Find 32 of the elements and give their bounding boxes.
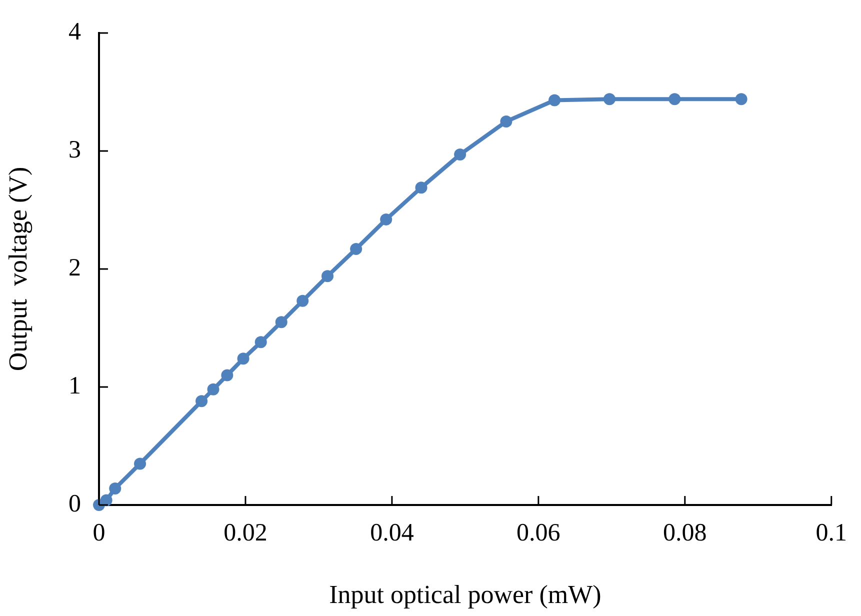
point (454, 148, 466, 161)
x-tick-label: 0.06 (516, 520, 560, 547)
point (603, 93, 616, 106)
x-axis-title: Input optical power (mW) (329, 580, 602, 610)
point (109, 482, 122, 494)
point (322, 270, 334, 282)
y-tick-label: 4 (68, 18, 82, 46)
x-tick-label: 0.04 (370, 520, 414, 547)
point (254, 336, 267, 348)
point (296, 294, 309, 307)
x-tick-label: 0.1 (816, 520, 847, 547)
x-tick-label: 0 (92, 520, 106, 547)
point (415, 182, 428, 194)
point (350, 242, 362, 255)
point (221, 369, 234, 382)
y-axis-title: Output voltage (V) (3, 166, 32, 372)
point (134, 458, 146, 470)
point (380, 213, 392, 226)
point (237, 352, 250, 365)
point (668, 93, 681, 106)
x-tick-label: 0.08 (663, 520, 707, 547)
point (548, 94, 561, 106)
point (207, 383, 220, 396)
x-tick-label: 0.02 (224, 520, 268, 547)
y-tick-label: 1 (68, 372, 81, 400)
point (196, 395, 208, 408)
y-tick-label: 3 (68, 136, 81, 164)
point (735, 93, 748, 106)
y-tick-label: 2 (68, 254, 81, 282)
y-tick-label: 0 (68, 490, 81, 518)
point (275, 316, 288, 328)
point (500, 116, 512, 128)
